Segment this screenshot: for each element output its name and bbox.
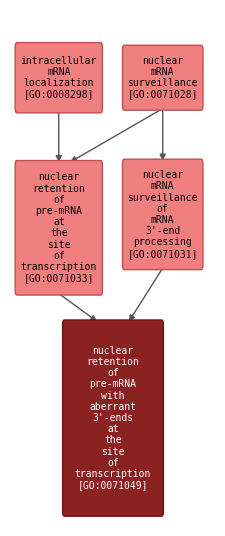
FancyBboxPatch shape <box>15 43 102 113</box>
FancyBboxPatch shape <box>15 161 102 295</box>
Text: intracellular
mRNA
localization
[GO:0008298]: intracellular mRNA localization [GO:0008… <box>20 56 97 100</box>
Text: nuclear
mRNA
surveillance
[GO:0071028]: nuclear mRNA surveillance [GO:0071028] <box>127 56 197 100</box>
Text: nuclear
mRNA
surveillance
of
mRNA
3'-end
processing
[GO:0071031]: nuclear mRNA surveillance of mRNA 3'-end… <box>127 170 197 258</box>
Text: nuclear
retention
of
pre-mRNA
at
the
site
of
transcription
[GO:0071033]: nuclear retention of pre-mRNA at the sit… <box>20 173 97 283</box>
FancyBboxPatch shape <box>122 159 202 270</box>
Text: nuclear
retention
of
pre-mRNA
with
aberrant
3'-ends
at
the
site
of
transcription: nuclear retention of pre-mRNA with aberr… <box>74 346 151 490</box>
FancyBboxPatch shape <box>122 46 202 110</box>
FancyBboxPatch shape <box>62 320 163 516</box>
